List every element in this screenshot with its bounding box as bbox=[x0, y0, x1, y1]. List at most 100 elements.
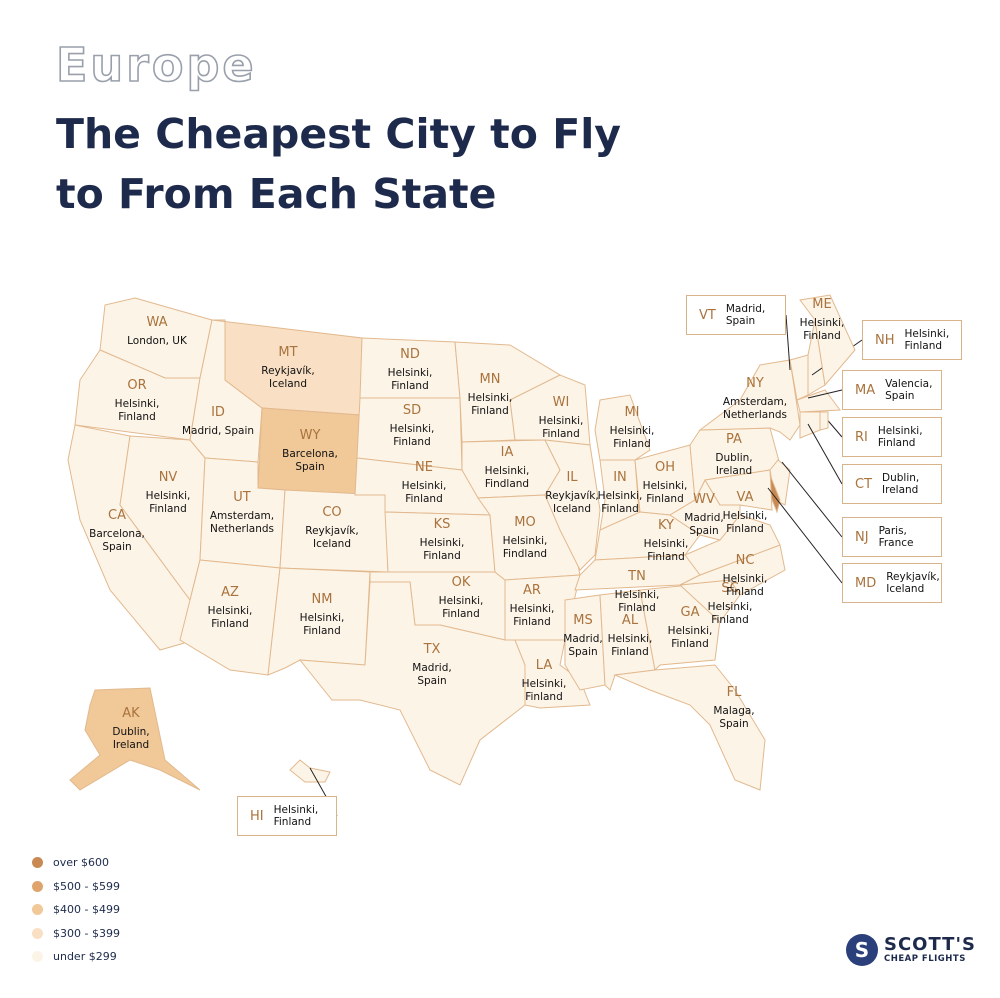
state-code: PA bbox=[726, 432, 742, 447]
state-code: NY bbox=[746, 376, 764, 391]
state-code: UT bbox=[233, 490, 251, 505]
state-code: TN bbox=[628, 569, 646, 584]
state-label: ND Helsinki, Finland bbox=[375, 347, 445, 394]
legend-dot bbox=[32, 927, 43, 939]
eyebrow: Europe bbox=[55, 37, 257, 93]
state-label: ME Helsinki, Finland bbox=[797, 297, 847, 344]
state-code: NE bbox=[415, 460, 433, 475]
state-city: Helsinki, Finland bbox=[877, 425, 923, 449]
state-label: IA Helsinki, Findland bbox=[477, 445, 537, 492]
state-city: Helsinki, Finland bbox=[389, 423, 435, 449]
state-city: Helsinki, Finland bbox=[609, 425, 655, 451]
state-code: MA bbox=[855, 382, 876, 398]
state bbox=[704, 469, 773, 511]
state-label: UT Amsterdam, Netherlands bbox=[202, 490, 282, 537]
state-city: Reykjavík, Iceland bbox=[261, 365, 315, 391]
callout-box: VT Madrid, Spain bbox=[686, 295, 786, 335]
state-code: WI bbox=[552, 395, 570, 410]
legend-item: $400 - $499 bbox=[32, 903, 120, 916]
callout-box: CT Dublin, Ireland bbox=[842, 464, 942, 504]
state-code: FL bbox=[726, 685, 742, 700]
state-label: CA Barcelona, Spain bbox=[82, 508, 152, 555]
legend-item: $500 - $599 bbox=[32, 880, 120, 893]
state-city: Helsinki, Finland bbox=[642, 480, 688, 506]
state-city: Helsinki, Finland bbox=[521, 678, 567, 704]
state-label: TN Helsinki, Finland bbox=[607, 569, 667, 616]
legend-label: $500 - $599 bbox=[53, 879, 120, 893]
legend-item: over $600 bbox=[32, 856, 109, 869]
legend-dot bbox=[32, 880, 43, 892]
state-city: Helsinki, Finland bbox=[273, 804, 319, 828]
state-code: CO bbox=[322, 505, 342, 520]
state-code: MT bbox=[278, 345, 298, 360]
state-city: Helsinki, Finland bbox=[467, 392, 513, 418]
state-city: Reykjavík, Iceland bbox=[545, 490, 599, 516]
state-city: Helsinki, Finland bbox=[538, 415, 584, 441]
leader-line bbox=[767, 487, 843, 584]
state-label: FL Malaga, Spain bbox=[704, 685, 764, 732]
state bbox=[544, 439, 601, 571]
state-code: VA bbox=[736, 490, 754, 505]
state-code: WY bbox=[299, 428, 321, 443]
state-city: London, UK bbox=[127, 335, 187, 348]
state bbox=[799, 294, 856, 387]
state-code: VT bbox=[699, 307, 716, 323]
state-label: WA London, UK bbox=[122, 315, 192, 348]
state-city: Barcelona, Spain bbox=[282, 448, 338, 474]
state-city: Amsterdam, Netherlands bbox=[722, 396, 788, 422]
state-city: Helsinki, Finland bbox=[667, 625, 713, 651]
state-code: MS bbox=[573, 613, 593, 628]
state-label: NY Amsterdam, Netherlands bbox=[720, 376, 790, 423]
legend-dot bbox=[32, 857, 43, 868]
legend-label: $400 - $499 bbox=[53, 903, 120, 916]
state-city: Helsinki, Finland bbox=[707, 601, 753, 627]
state-label: AR Helsinki, Finland bbox=[502, 583, 562, 630]
state-city: Helsinki, Finland bbox=[722, 510, 768, 536]
state bbox=[819, 411, 829, 431]
state-code: AK bbox=[122, 706, 140, 721]
state-code: NV bbox=[158, 470, 178, 485]
callout-box: HI Helsinki, Finland bbox=[237, 796, 337, 836]
state-code: KY bbox=[657, 518, 674, 533]
state-code: MN bbox=[479, 372, 501, 387]
state-label: IN Helsinki, Finland bbox=[595, 470, 645, 517]
state-label: CO Reykjavík, Iceland bbox=[292, 505, 372, 552]
state-city: Madrid, Spain bbox=[725, 303, 766, 327]
state-city: Helsinki, Finland bbox=[799, 317, 845, 343]
state-city: Helsinki, Finland bbox=[643, 538, 689, 564]
state-city: Reykjavík, Iceland bbox=[305, 525, 359, 551]
state-code: CT bbox=[855, 476, 873, 492]
state-city: Malaga, Spain bbox=[713, 705, 755, 731]
state-city: Helsinki, Finland bbox=[614, 589, 660, 615]
state bbox=[298, 581, 526, 786]
state-label: PA Dublin, Ireland bbox=[699, 432, 769, 479]
state-code: RI bbox=[855, 429, 868, 445]
state-label: AZ Helsinki, Finland bbox=[195, 585, 265, 632]
state-code: OK bbox=[451, 575, 471, 590]
state-city: Madrid, Spain bbox=[563, 633, 603, 659]
callout-box: NJ Paris, France bbox=[842, 517, 942, 557]
state-label: MT Reykjavík, Iceland bbox=[243, 345, 333, 392]
state-label: AL Helsinki, Finland bbox=[605, 613, 655, 660]
legend-dot bbox=[32, 951, 43, 962]
state-label: OR Helsinki, Finland bbox=[102, 378, 172, 425]
state-code: WA bbox=[146, 315, 168, 330]
state-code: MO bbox=[514, 515, 536, 530]
state-label: IL Reykjavík, Iceland bbox=[542, 470, 602, 517]
state-label: OK Helsinki, Finland bbox=[426, 575, 496, 622]
state-city: Dublin, Ireland bbox=[882, 472, 920, 496]
state-city: Helsinki, Finland bbox=[145, 490, 191, 516]
state-code: IA bbox=[500, 445, 514, 460]
state-city: Helsinki, Finland bbox=[904, 328, 950, 352]
logo: S SCOTT'S CHEAP FLIGHTS bbox=[846, 934, 976, 966]
state-code: AL bbox=[621, 613, 639, 628]
state-city: Helsinki, Finland bbox=[419, 537, 465, 563]
state-code: NJ bbox=[855, 529, 869, 545]
state-label: GA Helsinki, Finland bbox=[660, 605, 720, 652]
state-city: Madrid, Spain bbox=[412, 662, 452, 688]
state-code: LA bbox=[535, 658, 553, 673]
leader-line bbox=[807, 423, 843, 485]
state-city: Helsinki, Finland bbox=[597, 490, 643, 516]
state-city: Reykjavík, Iceland bbox=[886, 571, 940, 595]
